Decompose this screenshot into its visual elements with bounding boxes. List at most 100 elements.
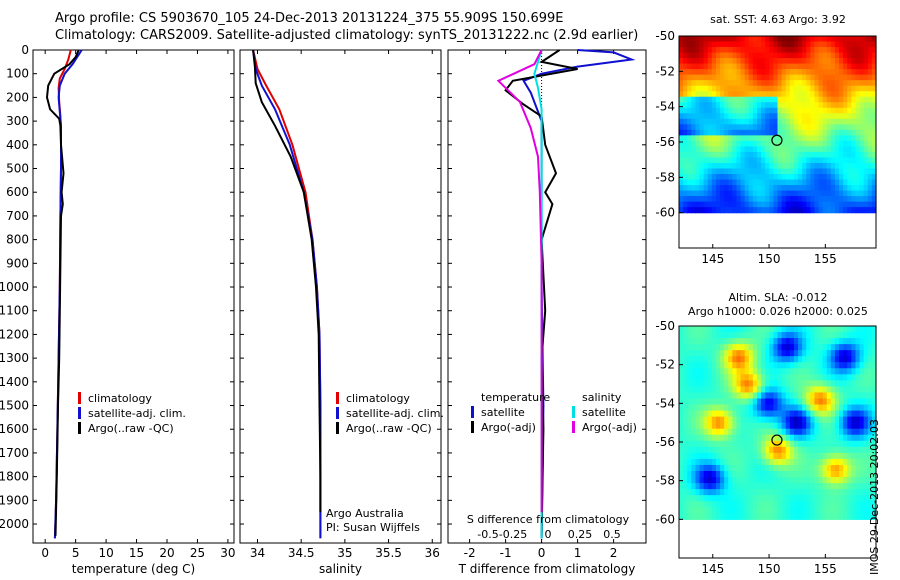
- map-cell: [683, 107, 688, 114]
- map-cell: [756, 362, 762, 369]
- map-cell: [789, 146, 795, 153]
- map-cell: [863, 151, 869, 159]
- map-cell: [830, 69, 836, 76]
- map-cell: [773, 174, 779, 181]
- map-cell: [695, 74, 701, 81]
- map-cell: [793, 107, 799, 114]
- map-cell: [781, 398, 787, 406]
- map-cell: [769, 140, 774, 148]
- map-cell: [798, 174, 803, 181]
- map-cell: [752, 471, 758, 478]
- map-cell: [740, 52, 746, 59]
- map-cell: [740, 107, 746, 114]
- map-cell: [818, 501, 824, 508]
- map-cell: [830, 513, 836, 520]
- map-cell: [773, 440, 779, 448]
- map-cell: [814, 350, 820, 357]
- map-cell: [756, 398, 762, 406]
- map-cell: [785, 69, 791, 76]
- map-cell: [732, 410, 738, 418]
- map-cell: [793, 162, 799, 170]
- map-cell: [834, 74, 840, 81]
- map-cell: [834, 464, 840, 472]
- map-cell: [695, 380, 701, 388]
- map-cell: [715, 85, 721, 92]
- map-cell: [822, 135, 828, 142]
- map-cell: [703, 446, 709, 454]
- map-cell: [765, 332, 770, 339]
- map-cell: [720, 332, 725, 339]
- map-cell: [769, 452, 774, 460]
- map-cell: [802, 47, 807, 54]
- map-cell: [744, 386, 750, 394]
- map-cell: [736, 452, 742, 460]
- map-cell: [720, 362, 725, 369]
- map-cell: [839, 140, 844, 148]
- map-cell: [855, 179, 861, 186]
- map-cell: [765, 190, 770, 197]
- map-cell: [798, 135, 803, 142]
- map-cell: [871, 464, 877, 472]
- map-cell: [728, 85, 733, 92]
- map-cell: [744, 471, 750, 478]
- map-cell: [859, 124, 865, 131]
- map-cell: [814, 362, 820, 369]
- map-cell: [724, 107, 729, 114]
- map-cell: [728, 96, 733, 103]
- map-cell: [785, 85, 791, 92]
- map-cell: [695, 135, 701, 142]
- map-cell: [765, 174, 770, 181]
- map-cell: [863, 179, 869, 186]
- map-cell: [822, 140, 828, 148]
- map-cell: [859, 80, 865, 87]
- map-cell: [822, 107, 828, 114]
- map-cell: [859, 162, 865, 170]
- map-cell: [724, 471, 729, 478]
- map-cell: [769, 69, 774, 76]
- map-cell: [687, 196, 692, 203]
- map-cell: [814, 344, 820, 351]
- map-cell: [724, 201, 729, 208]
- map-cell: [711, 151, 717, 159]
- map-cell: [715, 162, 721, 170]
- map-cell: [867, 471, 873, 478]
- map-cell: [855, 362, 861, 369]
- map-cell: [789, 168, 795, 175]
- map-cell: [703, 74, 709, 81]
- map-cell: [769, 386, 774, 394]
- map-cell: [806, 513, 811, 520]
- map-cell: [765, 157, 770, 164]
- map-cell: [781, 102, 787, 109]
- map-cell: [715, 380, 721, 388]
- sst_map-xtick-label: 155: [814, 252, 837, 266]
- salinity-legend-swatch: [336, 407, 339, 419]
- map-cell: [830, 190, 836, 197]
- map-cell: [769, 157, 774, 164]
- map-cell: [724, 458, 729, 466]
- map-cell: [851, 135, 857, 142]
- map-cell: [847, 446, 852, 454]
- map-cell: [843, 507, 848, 514]
- map-cell: [695, 471, 701, 478]
- map-cell: [761, 58, 766, 65]
- map-cell: [810, 338, 816, 345]
- map-cell: [703, 36, 709, 43]
- map-cell: [798, 422, 803, 430]
- map-cell: [843, 326, 848, 333]
- map-cell: [867, 47, 873, 54]
- map-cell: [834, 179, 840, 186]
- map-cell: [818, 332, 824, 339]
- map-cell: [703, 464, 709, 472]
- map-cell: [785, 135, 791, 142]
- map-cell: [715, 513, 721, 520]
- map-cell: [695, 428, 701, 436]
- map-cell: [818, 96, 824, 103]
- map-cell: [834, 58, 840, 65]
- map-cell: [773, 513, 779, 520]
- map-cell: [871, 513, 877, 520]
- map-cell: [863, 96, 869, 103]
- map-cell: [711, 118, 717, 125]
- map-cell: [814, 36, 820, 43]
- map-cell: [740, 338, 746, 345]
- map-cell: [781, 151, 787, 159]
